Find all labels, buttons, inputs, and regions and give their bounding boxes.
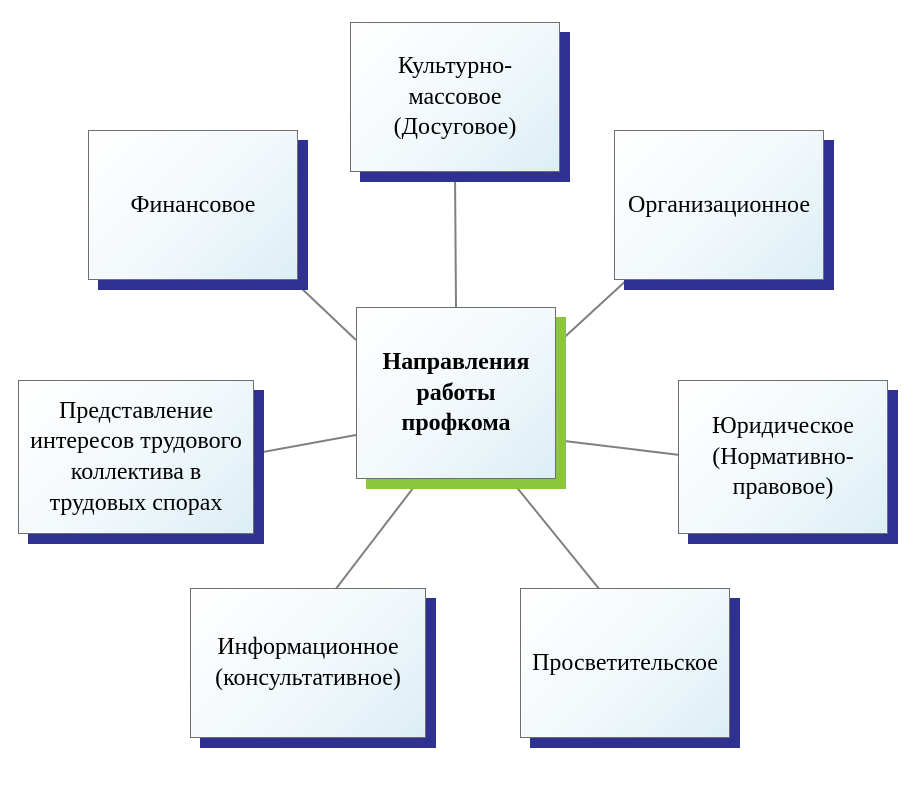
node-n2: Юридическое(Нормативно-правовое) — [678, 380, 888, 534]
node-n6: Финансовое — [88, 130, 298, 280]
node-n1: Организационное — [614, 130, 824, 280]
center-node: Направленияработыпрофкома — [356, 307, 556, 479]
node-label: Организационное — [628, 190, 810, 221]
node-label: Культурно-массовое(Досуговое) — [394, 51, 517, 143]
center-label: Направленияработыпрофкома — [383, 347, 530, 439]
node-n4: Информационное(консультативное) — [190, 588, 426, 738]
node-label: Информационное(консультативное) — [215, 632, 401, 693]
node-label: Юридическое(Нормативно-правовое) — [712, 411, 854, 503]
node-label: Финансовое — [131, 190, 256, 221]
node-label: Просветительское — [532, 648, 718, 679]
node-n5: Представлениеинтересов трудовогоколлекти… — [18, 380, 254, 534]
node-n3: Просветительское — [520, 588, 730, 738]
node-label: Представлениеинтересов трудовогоколлекти… — [30, 396, 242, 519]
diagram-canvas: Направленияработыпрофкома Культурно-масс… — [0, 0, 924, 795]
node-n0: Культурно-массовое(Досуговое) — [350, 22, 560, 172]
